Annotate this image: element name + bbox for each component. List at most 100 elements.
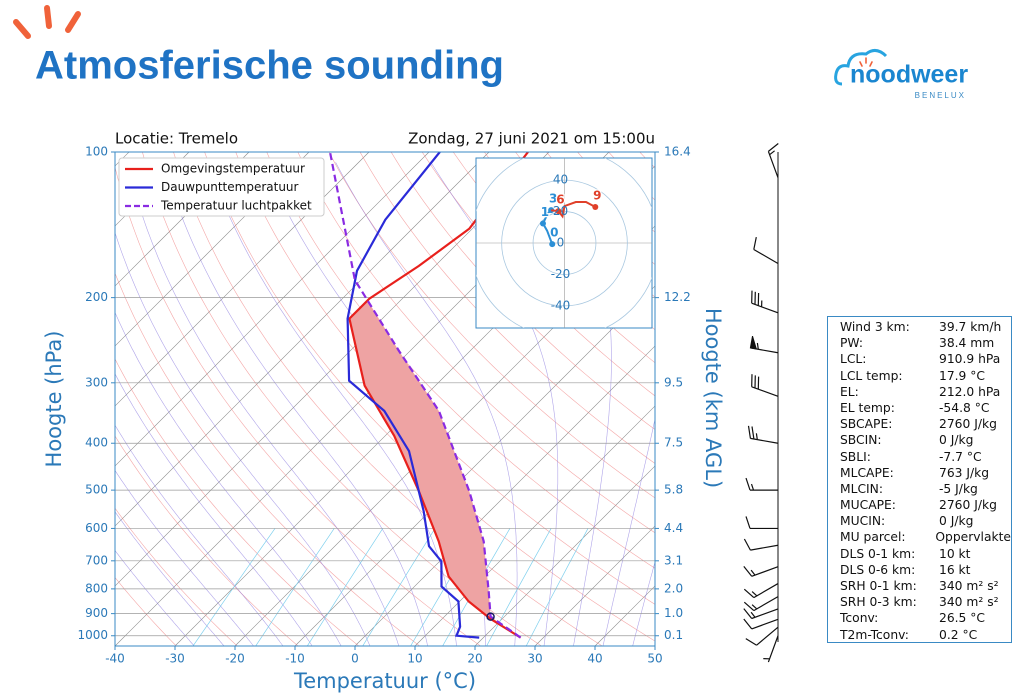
isotherm xyxy=(115,152,550,587)
wind-barb xyxy=(743,608,779,620)
index-value: 16 kt xyxy=(939,562,971,577)
index-value: 763 J/kg xyxy=(939,465,990,480)
legend-box xyxy=(118,157,325,217)
index-row: PW: 38.4 mm xyxy=(840,335,1011,351)
dry-adiabat xyxy=(328,152,655,499)
dry-adiabat xyxy=(115,507,238,646)
index-value: -7.7 °C xyxy=(939,449,982,464)
index-key: DLS 0-1 km: xyxy=(840,546,916,561)
mixing-ratio xyxy=(525,528,589,646)
datetime: Zondag, 27 juni 2021 om 15:00u xyxy=(408,130,655,148)
index-value: 10 kt xyxy=(939,546,971,561)
parcel-marker xyxy=(486,612,495,621)
wind-barb xyxy=(751,290,779,314)
index-key: SBLI: xyxy=(840,449,871,464)
wind-barb xyxy=(743,538,779,551)
y-tick-label: 200 xyxy=(85,290,108,304)
index-row: SBCIN: 0 J/kg xyxy=(840,432,1011,448)
index-row: SBLI: -7.7 °C xyxy=(840,449,1011,465)
hodograph-label: 1 xyxy=(541,205,549,219)
ray xyxy=(44,5,52,29)
hodograph-label: 9 xyxy=(593,189,601,203)
hodograph-point xyxy=(592,204,599,211)
x-axis-label: Temperatuur (°C) xyxy=(293,669,476,693)
moist-adiabat xyxy=(115,511,225,646)
y-tick-label: 500 xyxy=(85,483,108,497)
y-tick-label: 1000 xyxy=(77,628,108,642)
ray xyxy=(13,19,31,39)
moist-adiabat xyxy=(335,162,518,646)
moist-adiabat xyxy=(115,373,313,646)
index-key: SRH 0-1 km: xyxy=(840,579,917,593)
mixing-ratio xyxy=(192,528,276,646)
x-tick-label: 40 xyxy=(587,652,602,666)
moist-adiabat xyxy=(126,162,400,646)
index-key: EL: xyxy=(840,384,859,399)
location: Locatie: Tremelo xyxy=(115,130,238,148)
dry-adiabat xyxy=(115,358,359,646)
isotherm xyxy=(534,525,655,646)
hodograph-tick-label: 0 xyxy=(557,236,565,250)
index-key: SBCIN: xyxy=(840,433,882,448)
x-tick-label: -40 xyxy=(105,652,125,666)
indices-panel: Wind 3 km: 39.7 km/h PW: 38.4 mm LCL: 910.9 h… xyxy=(827,316,1012,643)
x-tick-label: 10 xyxy=(407,652,422,666)
y-tick-label: 100 xyxy=(85,145,108,159)
index-row: SBCAPE: 2760 J/kg xyxy=(840,416,1011,432)
moist-adiabat xyxy=(115,549,195,646)
index-key: MUCIN: xyxy=(840,514,886,529)
y-tick-label: 800 xyxy=(85,581,108,595)
brand-rays xyxy=(13,5,81,39)
y2-tick-label: 2.0 xyxy=(664,581,683,595)
wind-barb xyxy=(743,583,779,599)
index-value: 26.5 °C xyxy=(939,611,986,626)
isotherm xyxy=(294,285,655,646)
wind-pennant xyxy=(749,335,758,350)
isotherm xyxy=(115,152,370,407)
moist-adiabat xyxy=(554,162,612,646)
index-value: 212.0 hPa xyxy=(939,384,1001,399)
y2-tick-label: 9.5 xyxy=(664,375,683,389)
mixing-ratio xyxy=(362,528,436,646)
y-tick-label: 900 xyxy=(85,606,108,620)
index-value: 0.2 °C xyxy=(939,627,978,642)
y-tick-label: 700 xyxy=(85,553,108,567)
dry-adiabat xyxy=(115,272,420,646)
isotherm xyxy=(354,345,655,646)
index-key: MUCAPE: xyxy=(840,498,896,513)
index-row: MUCIN: 0 J/kg xyxy=(840,513,1011,529)
hodograph-tick-label: 40 xyxy=(553,173,568,187)
x-tick-label: 0 xyxy=(351,652,359,666)
index-key: LCL: xyxy=(840,352,867,367)
index-key: EL temp: xyxy=(840,400,895,415)
index-key: Wind 3 km: xyxy=(840,320,910,334)
y2-axis-label: Hoogte (km AGL) xyxy=(701,308,725,488)
hodograph-point xyxy=(555,208,562,215)
dry-adiabat xyxy=(359,152,655,464)
brand-logo: noodweer BENELUX xyxy=(834,49,968,100)
sounding-line xyxy=(328,152,522,639)
mixing-ratio xyxy=(255,528,335,646)
plot-frame xyxy=(114,151,656,647)
y2-tick-label: 16.4 xyxy=(664,145,691,159)
dry-adiabat xyxy=(115,435,299,646)
y2-tick-label: 12.2 xyxy=(664,290,691,304)
wind-barb xyxy=(753,236,779,264)
hodograph-point xyxy=(549,241,556,248)
page-title: Atmosferische sounding xyxy=(35,44,504,88)
index-value: -5 J/kg xyxy=(939,481,978,496)
moist-adiabat xyxy=(115,469,254,646)
index-key: MU parcel: xyxy=(840,530,906,545)
isotherm xyxy=(115,152,250,287)
index-value: 0 J/kg xyxy=(939,514,974,529)
sounding-line xyxy=(346,152,480,639)
index-row: LCL: 910.9 hPa xyxy=(840,351,1011,367)
y-axis-label: Hoogte (hPa) xyxy=(42,331,66,468)
index-key: LCL temp: xyxy=(840,368,903,383)
index-key: MLCIN: xyxy=(840,481,884,496)
hodograph-tick-label: -40 xyxy=(551,298,571,312)
index-row: EL temp: -54.8 °C xyxy=(840,400,1011,416)
